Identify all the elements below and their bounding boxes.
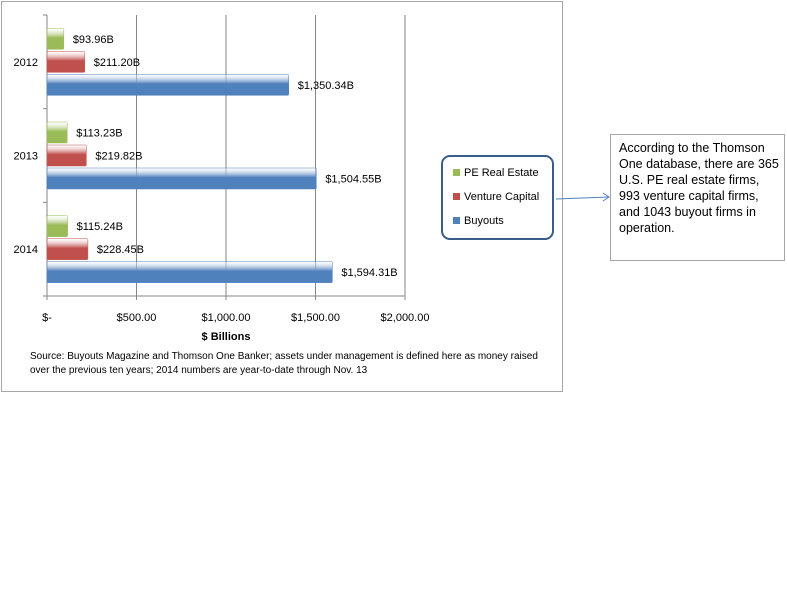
- data-label: $113.23B: [76, 128, 122, 140]
- bar-pe-real-estate: [46, 28, 65, 50]
- data-label: $1,504.55B: [325, 174, 381, 186]
- bar-venture-capital: [46, 51, 86, 73]
- y-category-label: 2014: [14, 244, 38, 256]
- legend-swatch: [453, 169, 460, 176]
- x-tick-label: $1,000.00: [202, 312, 251, 324]
- legend-label: Buyouts: [464, 215, 504, 227]
- x-tick-label: $500.00: [117, 312, 157, 324]
- legend-item: PE Real Estate: [453, 167, 539, 179]
- data-label: $211.20B: [94, 57, 140, 69]
- callout-text-box: According to the Thomson One database, t…: [610, 134, 785, 261]
- legend-label: PE Real Estate: [464, 167, 539, 179]
- y-category-label: 2013: [14, 151, 38, 163]
- x-tick-label: $1,500.00: [291, 312, 340, 324]
- data-label: $1,350.34B: [298, 80, 354, 92]
- data-label: $228.45B: [97, 244, 144, 256]
- data-label: $1,594.31B: [341, 267, 397, 279]
- bar-pe-real-estate: [46, 121, 68, 144]
- y-category-label: 2012: [14, 57, 38, 69]
- bar-buyouts: [46, 74, 289, 96]
- data-label: $93.96B: [73, 34, 114, 46]
- source-note: Source: Buyouts Magazine and Thomson One…: [30, 351, 538, 376]
- x-axis-title: $ Billions: [202, 331, 251, 343]
- bar-buyouts: [46, 261, 333, 283]
- data-label: $219.82B: [95, 151, 142, 163]
- legend-label: Venture Capital: [464, 191, 540, 203]
- legend-swatch: [453, 193, 460, 200]
- bar-pe-real-estate: [46, 215, 68, 237]
- chart-legend: PE Real Estate Venture Capital Buyouts: [441, 155, 554, 240]
- x-tick-label: $-: [42, 312, 52, 324]
- legend-item: Buyouts: [453, 215, 504, 227]
- bar-venture-capital: [46, 144, 87, 167]
- bar-venture-capital: [46, 238, 89, 260]
- legend-item: Venture Capital: [453, 191, 539, 203]
- bar-buyouts: [46, 167, 317, 190]
- x-tick-label: $2,000.00: [381, 312, 430, 324]
- legend-swatch: [453, 217, 460, 224]
- data-label: $115.24B: [77, 221, 123, 233]
